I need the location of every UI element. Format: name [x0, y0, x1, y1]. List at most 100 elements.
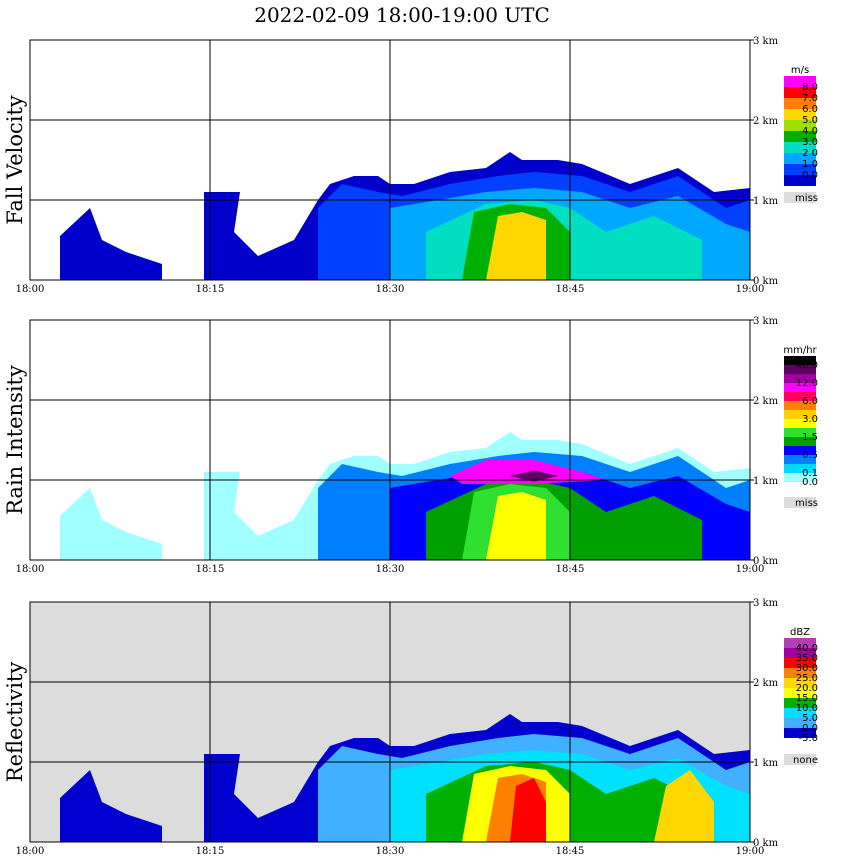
reflectivity-layer-peak: [510, 778, 546, 842]
reflectivity-echo-field: [60, 714, 750, 842]
reflectivity-colorbar-label-7: 5.0: [802, 713, 818, 724]
fall-velocity-unit-label: m/s: [791, 65, 809, 76]
fall-velocity-colorbar-swatch-7: [784, 153, 816, 164]
reflectivity-colorbar-label-0: 40.0: [796, 643, 818, 654]
rain-intensity-xtick-label-0: 18:00: [16, 564, 45, 575]
reflectivity-xtick-label-2: 18:30: [376, 846, 405, 857]
reflectivity-xtick-label-1: 18:15: [196, 846, 225, 857]
reflectivity-colorbar-swatch-9: [784, 728, 816, 738]
rain-intensity-colorbar-swatch-10: [784, 446, 816, 455]
reflectivity-colorbar-swatch-5: [784, 688, 816, 698]
fall-velocity-colorbar-swatch-2: [784, 98, 816, 109]
rain-intensity-layer-6: [486, 492, 546, 560]
fall-velocity-colorbar-label-7: 1.0: [802, 159, 818, 170]
fall-velocity-colorbar-swatch-1: [784, 87, 816, 98]
rain-intensity-ylabel: Rain Intensity: [3, 365, 27, 515]
rain-intensity-colorbar-swatch-2: [784, 374, 816, 383]
reflectivity-panel: 0 km 1 km 2 km 3 km 18:00 18:15 18:30 18:45 19:0…: [3, 598, 818, 857]
fall-velocity-colorbar-swatch-0: [784, 76, 816, 87]
rain-intensity-colorbar-label-8: 1.5: [802, 432, 818, 443]
rain-intensity-xtick-label-3: 18:45: [556, 564, 585, 575]
fall-velocity-xtick-label-1: 18:15: [196, 284, 225, 295]
reflectivity-colorbar-label-4: 20.0: [796, 683, 818, 694]
rain-intensity-echo-field: [60, 432, 750, 560]
fall-velocity-ytick-label-2: 2 km: [753, 116, 779, 127]
fall-velocity-colorbar-label-6: 2.0: [802, 148, 818, 159]
rain-intensity-colorbar-swatch-0: [784, 356, 816, 365]
reflectivity-ytick-label-1: 1 km: [753, 758, 779, 769]
reflectivity-colorbar-swatch-10: [784, 738, 816, 748]
fall-velocity-layer-6: [486, 212, 546, 280]
rain-intensity-xtick-label-2: 18:30: [376, 564, 405, 575]
rain-intensity-colorbar-swatch-13: [784, 473, 816, 482]
reflectivity-colorbar-swatch-8: [784, 718, 816, 728]
fall-velocity-colorbar-swatch-3: [784, 109, 816, 120]
fall-velocity-xtick-label-4: 19:00: [736, 284, 765, 295]
rain-intensity-panel: 0 km 1 km 2 km 3 km 18:00 18:15 18:30 18:45 19:0…: [3, 316, 818, 575]
rain-intensity-colorbar-label-12: 0.1: [802, 468, 818, 479]
fall-velocity-colorbar-label-8: 0.0: [802, 170, 818, 181]
rain-intensity-colorbar-label-13: 0.0: [802, 477, 818, 488]
fall-velocity-colorbar-label-1: 7.0: [802, 93, 818, 104]
reflectivity-colorbar-swatch-2: [784, 658, 816, 668]
reflectivity-ylabel: Reflectivity: [3, 662, 27, 783]
rain-intensity-ytick-label-2: 2 km: [753, 396, 779, 407]
reflectivity-colorbar-swatch-7: [784, 708, 816, 718]
reflectivity-missing-swatch: [784, 754, 816, 765]
fall-velocity-missing-swatch: [784, 192, 816, 203]
reflectivity-ytick-label-0: 0 km: [753, 838, 779, 849]
rain-intensity-ytick-label-0: 0 km: [753, 556, 779, 567]
reflectivity-colorbar-swatch-1: [784, 648, 816, 658]
fall-velocity-colorbar-swatch-9: [784, 175, 816, 186]
fall-velocity-colorbar-label-5: 3.0: [802, 137, 818, 148]
fall-velocity-xtick-label-3: 18:45: [556, 284, 585, 295]
rain-intensity-xtick-label-4: 19:00: [736, 564, 765, 575]
fall-velocity-colorbar-swatch-4: [784, 120, 816, 131]
reflectivity-xtick-label-3: 18:45: [556, 846, 585, 857]
rain-intensity-missing-label: miss: [795, 498, 818, 509]
rain-intensity-colorbar-label-4: 6.0: [802, 396, 818, 407]
reflectivity-layer-cell: [654, 770, 714, 842]
rain-intensity-colorbar-swatch-4: [784, 392, 816, 401]
rain-intensity-colorbar-swatch-12: [784, 464, 816, 473]
rain-intensity-colorbar-swatch-7: [784, 419, 816, 428]
rain-intensity-frame: [29, 319, 751, 561]
fall-velocity-colorbar-label-2: 6.0: [802, 104, 818, 115]
rain-intensity-colorbar-swatch-14: [784, 482, 816, 491]
rain-intensity-colorbar-swatch-11: [784, 455, 816, 464]
reflectivity-colorbar-label-3: 25.0: [796, 673, 818, 684]
fall-velocity-frame: [29, 39, 751, 281]
fall-velocity-ylabel: Fall Velocity: [3, 95, 27, 225]
rain-intensity-colorbar-label-2: 12.0: [796, 378, 818, 389]
reflectivity-xtick-label-4: 19:00: [736, 846, 765, 857]
reflectivity-colorbar-label-2: 30.0: [796, 663, 818, 674]
fall-velocity-colorbar-label-0: 8.0: [802, 82, 818, 93]
reflectivity-missing-label: none: [793, 755, 818, 766]
rain-intensity-colorbar-label-6: 3.0: [802, 414, 818, 425]
fall-velocity-colorbar-swatch-8: [784, 164, 816, 175]
rain-intensity-colorbar-label-0: 48.0: [796, 360, 818, 371]
reflectivity-colorbar-label-1: 35.0: [796, 653, 818, 664]
reflectivity-colorbar-label-8: 0.0: [802, 723, 818, 734]
reflectivity-colorbar-label-5: 15.0: [796, 693, 818, 704]
fall-velocity-colorbar-swatch-5: [784, 131, 816, 142]
reflectivity-colorbar-label-9: -5.0: [798, 733, 818, 744]
rain-intensity-colorbar-swatch-8: [784, 428, 816, 437]
panels: 0 km 1 km 2 km 3 km 18:00 18:15 18:30 18:45 19:0…: [3, 36, 818, 857]
fall-velocity-xtick-label-2: 18:30: [376, 284, 405, 295]
fall-velocity-ytick-label-0: 0 km: [753, 276, 779, 287]
reflectivity-ytick-label-2: 2 km: [753, 678, 779, 689]
rain-intensity-layer-core: [510, 470, 558, 482]
reflectivity-ytick-label-3: 3 km: [753, 598, 779, 609]
fall-velocity-panel: 0 km 1 km 2 km 3 km 18:00 18:15 18:30 18:45 19:0…: [3, 36, 818, 295]
reflectivity-frame: [29, 601, 751, 843]
fall-velocity-xtick-label-0: 18:00: [16, 284, 45, 295]
reflectivity-xtick-label-0: 18:00: [16, 846, 45, 857]
fall-velocity-colorbar-label-3: 5.0: [802, 115, 818, 126]
rain-intensity-colorbar-swatch-9: [784, 437, 816, 446]
rain-intensity-colorbar-swatch-5: [784, 401, 816, 410]
reflectivity-colorbar-swatch-3: [784, 668, 816, 678]
rain-intensity-colorbar-swatch-6: [784, 410, 816, 419]
rain-intensity-missing-swatch: [784, 497, 816, 508]
